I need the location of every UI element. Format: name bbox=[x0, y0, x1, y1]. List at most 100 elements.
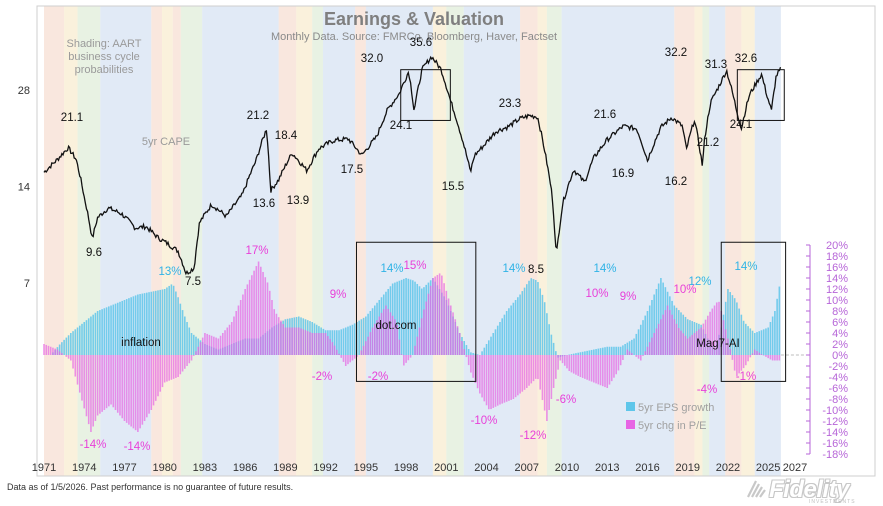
pe-bar bbox=[157, 355, 159, 397]
cape-label: 16.2 bbox=[665, 176, 687, 188]
pe-bar bbox=[418, 327, 421, 355]
pe-bar bbox=[219, 335, 222, 355]
pe-bar bbox=[566, 355, 568, 369]
pe-bar bbox=[403, 355, 405, 366]
eps-bar bbox=[179, 303, 182, 355]
eps-bar bbox=[112, 304, 115, 355]
pe-bar bbox=[622, 355, 624, 360]
pe-bar bbox=[195, 351, 197, 355]
pe-label: -2% bbox=[368, 371, 388, 383]
eps-bar bbox=[530, 278, 533, 355]
shading-band-late-cycle bbox=[278, 6, 297, 476]
pe-bar bbox=[170, 355, 173, 380]
pe-bar bbox=[590, 355, 593, 382]
eps-bar bbox=[517, 297, 519, 355]
pe-bar bbox=[181, 355, 184, 372]
pe-bar bbox=[177, 355, 179, 377]
eps-bar bbox=[490, 336, 492, 355]
pe-bar bbox=[159, 355, 162, 392]
eps-bar bbox=[74, 329, 77, 355]
pe-bar bbox=[148, 355, 150, 414]
eps-bar bbox=[128, 298, 130, 355]
pe-bar bbox=[175, 355, 177, 378]
pe-bar bbox=[336, 349, 338, 355]
eps-bar bbox=[769, 322, 772, 355]
cape-label: 7.5 bbox=[185, 276, 201, 288]
eps-bar bbox=[503, 314, 506, 355]
eps-bar bbox=[586, 350, 588, 355]
pe-bar bbox=[639, 355, 642, 361]
pe-bar bbox=[300, 328, 302, 355]
shading-band-expansion bbox=[463, 6, 521, 476]
right-tick-label: 2% bbox=[832, 339, 848, 351]
pe-bar bbox=[289, 327, 291, 355]
pe-bar bbox=[324, 333, 327, 355]
eps-bar bbox=[724, 301, 727, 355]
pe-bar bbox=[139, 355, 141, 429]
pe-bar bbox=[550, 355, 553, 399]
pe-bar bbox=[396, 324, 398, 355]
eps-bar bbox=[617, 346, 620, 355]
eps-bar bbox=[76, 327, 79, 355]
eps-bar bbox=[534, 280, 537, 355]
shading-band-recession bbox=[446, 6, 464, 476]
pe-bar bbox=[458, 333, 461, 355]
pe-bar bbox=[698, 329, 700, 355]
right-tick-label: 16% bbox=[826, 262, 848, 274]
pe-bar bbox=[400, 354, 403, 355]
pe-bar bbox=[532, 355, 535, 382]
eps-label: 14% bbox=[593, 263, 616, 275]
cape-label: 24.1 bbox=[730, 119, 752, 131]
pe-bar bbox=[487, 355, 490, 410]
right-tick-label: 6% bbox=[832, 317, 848, 329]
eps-bar bbox=[132, 296, 135, 355]
eps-label: 13% bbox=[158, 266, 181, 278]
eps-bar bbox=[407, 278, 410, 355]
eps-bar bbox=[163, 289, 166, 355]
pe-bar bbox=[601, 355, 604, 387]
pe-bar bbox=[298, 327, 300, 355]
pe-label: 15% bbox=[403, 260, 426, 272]
pe-bar bbox=[72, 355, 74, 369]
pe-bar bbox=[110, 355, 112, 405]
cape-label: 17.5 bbox=[341, 164, 363, 176]
eps-bar bbox=[604, 347, 606, 355]
pe-bar bbox=[508, 355, 510, 401]
pe-bar bbox=[58, 351, 61, 355]
cape-label: 21.2 bbox=[247, 110, 269, 122]
shading-note-line-2: business cycle bbox=[68, 51, 140, 63]
pe-bar bbox=[235, 311, 238, 355]
eps-bar bbox=[577, 352, 579, 355]
highlight-box-growth bbox=[355, 241, 477, 382]
eps-bar bbox=[660, 278, 662, 355]
era-label-inflation: inflation bbox=[121, 337, 161, 349]
pe-bar bbox=[382, 309, 385, 355]
shading-band-late-cycle bbox=[674, 6, 695, 476]
eps-bar bbox=[463, 341, 466, 355]
pe-bar bbox=[686, 338, 689, 355]
pe-bar bbox=[505, 355, 508, 402]
pe-bar bbox=[322, 333, 325, 355]
eps-bar bbox=[119, 301, 121, 355]
pe-label: 9% bbox=[620, 291, 637, 303]
cape-label: 9.6 bbox=[86, 247, 102, 259]
pe-bar bbox=[452, 312, 454, 355]
pe-bar bbox=[731, 355, 734, 360]
pe-bar bbox=[543, 355, 546, 411]
eps-bar bbox=[615, 346, 617, 355]
eps-bar bbox=[175, 291, 177, 355]
pe-bar bbox=[769, 355, 772, 360]
chart-title: Earnings & Valuation bbox=[324, 9, 504, 29]
x-tick-label: 1986 bbox=[233, 462, 257, 474]
eps-bar bbox=[148, 292, 150, 355]
pe-bar bbox=[192, 355, 195, 356]
pe-bar bbox=[130, 355, 132, 427]
eps-bar bbox=[510, 305, 512, 355]
pe-bar bbox=[568, 355, 571, 371]
eps-bar bbox=[470, 352, 472, 355]
pe-bar bbox=[613, 355, 615, 378]
pe-bar bbox=[302, 329, 305, 355]
pe-bar bbox=[409, 355, 412, 358]
pe-bar bbox=[371, 327, 374, 355]
pe-bar bbox=[519, 355, 521, 394]
